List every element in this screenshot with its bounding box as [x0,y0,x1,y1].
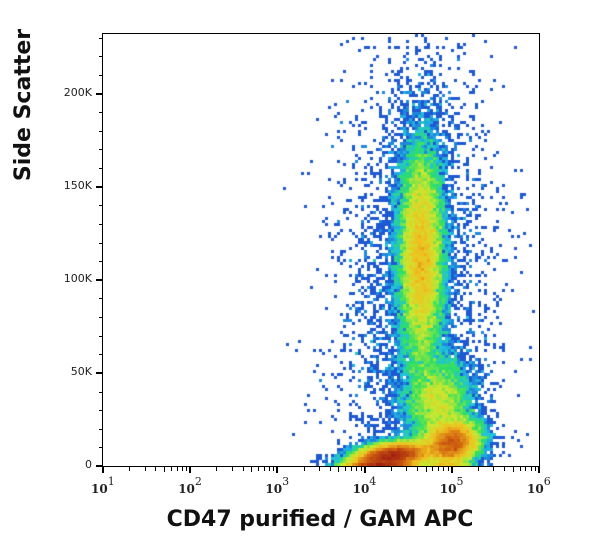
x-minor-tick [242,467,244,471]
x-tick-base: 10 [439,482,457,496]
x-minor-tick [504,467,506,471]
x-minor-tick [338,467,340,472]
y-minor-tick [99,37,103,39]
y-major-tick [96,92,103,95]
x-tick-exponent: 4 [369,475,377,488]
x-minor-tick [360,467,362,471]
x-tick-base: 10 [178,482,195,496]
x-major-tick [102,466,104,473]
x-minor-tick [493,467,495,471]
y-axis-label: Side Scatter [11,28,36,182]
y-minor-tick [99,223,103,225]
y-minor-tick [99,112,103,114]
x-minor-tick [251,467,253,472]
y-tick-label: 200K [63,85,92,99]
x-minor-tick [438,467,440,471]
x-minor-tick [519,467,521,471]
x-tick-label: 106 [527,475,551,496]
x-minor-tick [268,467,270,471]
y-minor-tick [99,205,103,207]
x-tick-exponent: 1 [107,475,115,488]
x-minor-tick [432,467,434,471]
x-major-tick [189,466,192,473]
x-minor-tick [443,467,445,471]
x-major-tick [450,466,453,473]
y-minor-tick [99,335,103,337]
y-major-tick [96,371,103,374]
x-minor-tick [186,467,188,471]
y-minor-tick [99,261,103,263]
x-tick-base: 10 [91,482,108,496]
x-minor-tick [535,467,536,471]
x-minor-tick [129,467,131,471]
x-minor-tick [181,467,183,471]
y-major-tick [96,185,103,188]
x-tick-exponent: 3 [282,475,290,488]
y-minor-tick [99,130,103,132]
y-minor-tick [99,428,103,430]
x-tick-base: 10 [265,482,283,496]
y-tick-label: 50K [70,364,92,378]
x-tick-label: 105 [439,475,464,496]
y-minor-tick [99,317,103,319]
x-minor-tick [512,467,514,472]
x-minor-tick [216,467,218,471]
x-minor-tick [319,467,320,471]
x-minor-tick [155,467,157,471]
x-minor-tick [478,467,480,471]
x-minor-tick [356,467,358,471]
x-major-tick [276,466,279,473]
x-minor-tick [530,467,532,471]
x-minor-tick [390,467,392,471]
x-tick-label: 104 [352,475,377,496]
x-minor-tick [231,467,233,471]
x-tick-label: 103 [265,475,290,496]
y-tick-label: 0 [85,458,92,471]
x-minor-tick [258,467,260,471]
y-minor-tick [99,447,103,449]
x-minor-tick [417,467,419,471]
x-tick-label: 102 [178,475,202,496]
x-tick-exponent: 2 [194,475,202,488]
x-minor-tick [329,467,331,471]
x-minor-tick [406,467,408,471]
x-minor-tick [303,467,305,471]
y-major-tick [96,278,103,281]
x-minor-tick [170,467,172,471]
y-minor-tick [99,410,103,412]
y-minor-tick [99,149,103,151]
x-minor-tick [273,467,275,471]
y-minor-tick [99,74,103,76]
x-minor-tick [144,467,146,471]
y-minor-tick [99,354,103,356]
y-tick-label: 150K [63,178,92,192]
x-minor-tick [425,467,427,472]
y-minor-tick [99,168,103,170]
y-tick-label: 100K [63,271,92,285]
x-tick-base: 10 [352,482,370,496]
x-minor-tick [176,467,178,471]
x-major-tick [538,466,540,473]
x-minor-tick [351,467,353,471]
x-tick-label: 101 [91,475,115,496]
x-tick-exponent: 6 [543,475,551,488]
x-axis-label: CD47 purified / GAM APC [166,507,474,532]
density-scatter [103,34,539,466]
x-major-tick [363,466,366,473]
x-minor-tick [263,467,265,471]
y-major-tick [96,465,103,467]
x-minor-tick [345,467,347,471]
x-minor-tick [525,467,527,471]
x-tick-base: 10 [527,482,544,496]
x-minor-tick [447,467,449,471]
x-minor-tick [163,467,165,472]
y-minor-tick [99,56,103,58]
y-minor-tick [99,298,103,300]
y-minor-tick [99,391,103,393]
y-minor-tick [99,242,103,244]
x-tick-exponent: 5 [456,475,464,488]
